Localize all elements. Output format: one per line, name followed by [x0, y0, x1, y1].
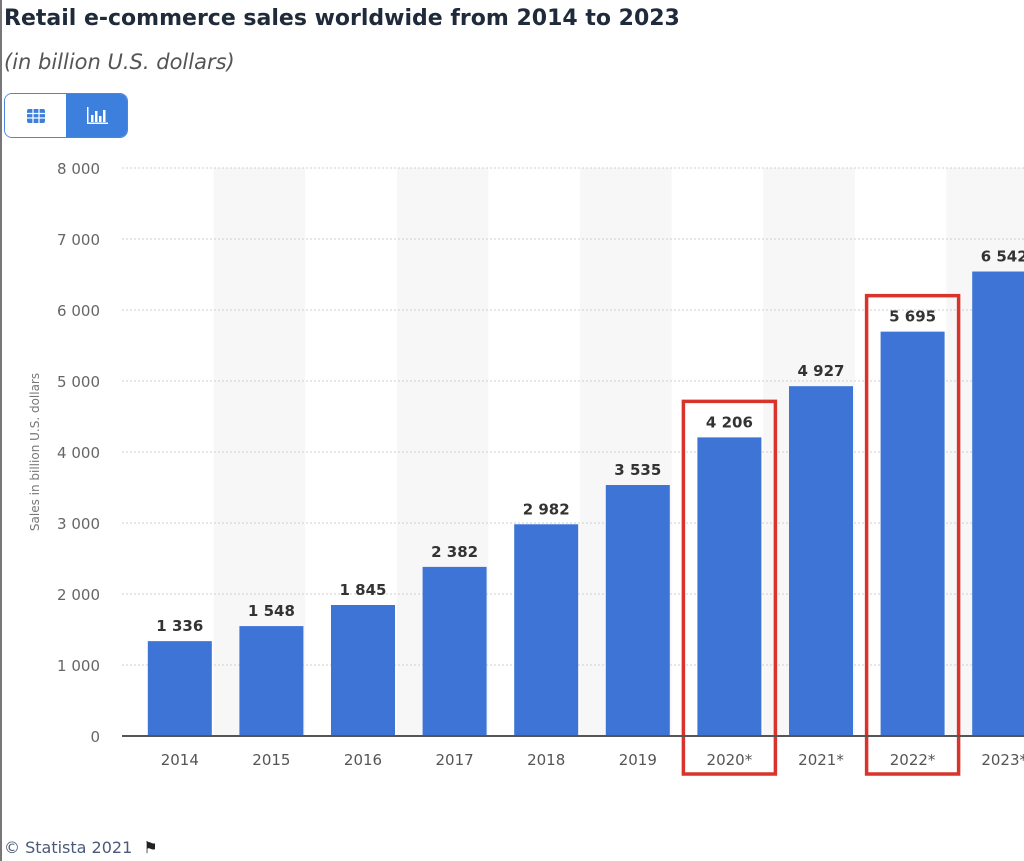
x-tick-label: 2016	[344, 751, 382, 769]
highlight-box	[681, 399, 778, 776]
y-tick-label: 3 000	[57, 515, 100, 533]
bar-chart: 0 1 000 2 000 3 000 4 000 5 000 6 000 7 000 8 00…	[28, 160, 1024, 776]
page-subtitle: (in billion U.S. dollars)	[4, 50, 235, 74]
bar	[514, 524, 579, 736]
y-tick-label: 7 000	[57, 231, 100, 249]
data-label: 4 206	[706, 413, 753, 431]
table-view-button[interactable]	[5, 94, 66, 137]
y-axis-label: Sales in billion U.S. dollars	[28, 373, 42, 531]
data-label: 1 845	[340, 581, 387, 599]
data-label: 1 548	[248, 602, 295, 620]
bar	[331, 605, 395, 736]
y-tick-label: 4 000	[57, 444, 100, 462]
x-tick-label: 2018	[527, 751, 565, 769]
copyright-link[interactable]: © Statista 2021	[4, 838, 133, 857]
data-label: 6 542	[981, 248, 1024, 266]
page-title: Retail e-commerce sales worldwide from 2…	[4, 6, 680, 31]
y-tick-label: 8 000	[57, 160, 100, 178]
x-tick-label: 2014	[161, 751, 199, 769]
bar	[422, 566, 487, 736]
y-tick-label: 5 000	[57, 373, 100, 391]
highlight-box	[864, 293, 961, 776]
flag-icon[interactable]: ⚑	[143, 838, 158, 857]
x-tick-label: 2022*	[890, 751, 936, 769]
y-tick-label: 2 000	[57, 586, 100, 604]
y-tick-label: 6 000	[57, 302, 100, 320]
table-icon	[26, 108, 45, 123]
bar	[697, 437, 762, 736]
data-label: 1 336	[156, 617, 203, 635]
data-label: 2 382	[431, 543, 478, 561]
x-tick-label: 2015	[252, 751, 290, 769]
bar	[789, 386, 853, 736]
bar-chart-icon	[86, 106, 108, 124]
view-toggle	[4, 93, 128, 138]
x-tick-label: 2020*	[707, 751, 753, 769]
bar	[147, 641, 212, 736]
data-label: 5 695	[889, 308, 936, 326]
data-label: 4 927	[798, 362, 845, 380]
bar	[239, 626, 304, 736]
x-tick-label: 2023*	[981, 751, 1024, 769]
bar	[605, 485, 670, 736]
bar	[972, 271, 1024, 736]
bar	[880, 331, 945, 736]
x-tick-label: 2021*	[798, 751, 844, 769]
data-label: 2 982	[523, 500, 570, 518]
x-tick-label: 2019	[619, 751, 657, 769]
y-tick-label: 1 000	[57, 657, 100, 675]
chart-view-button[interactable]	[66, 94, 127, 137]
data-label: 3 535	[614, 461, 661, 479]
y-tick-label: 0	[90, 728, 100, 746]
x-tick-label: 2017	[436, 751, 474, 769]
footer: © Statista 2021 ⚑	[4, 838, 158, 857]
